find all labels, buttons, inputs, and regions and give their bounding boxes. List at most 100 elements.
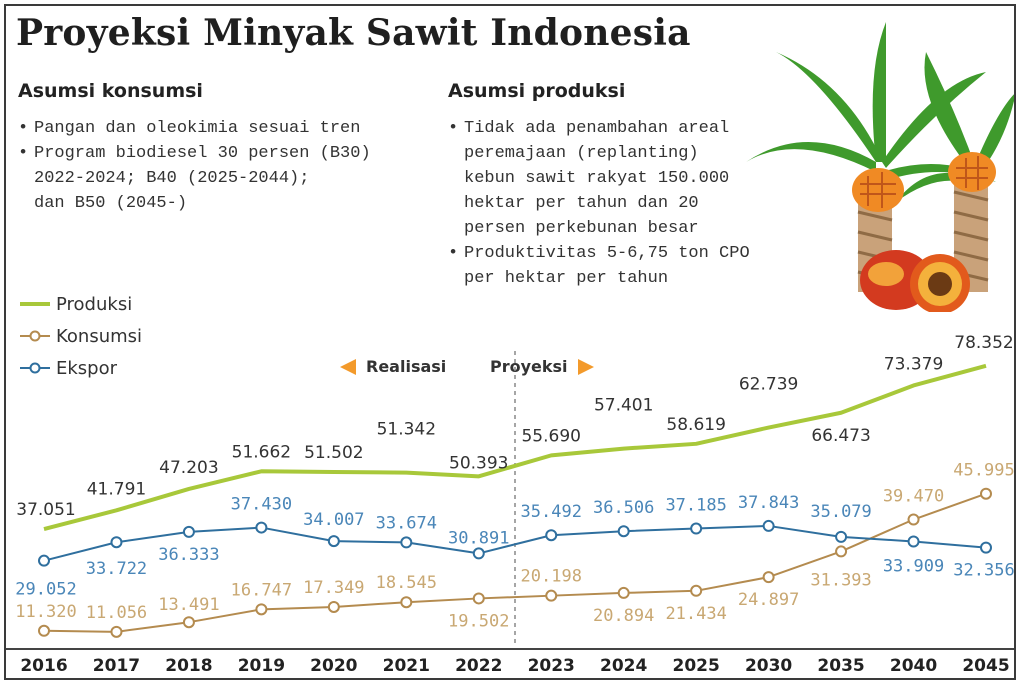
data-point-konsumsi	[38, 624, 50, 637]
legend-marker-konsumsi	[20, 330, 50, 342]
data-label-konsumsi: 17.349	[303, 578, 364, 598]
production-list: Tidak ada penambahan areal peremajaan (r…	[446, 116, 776, 291]
series-line-produksi	[43, 363, 987, 532]
arrow-right-icon	[577, 358, 594, 375]
data-point-ekspor	[327, 535, 340, 548]
x-tick-label: 2017	[93, 656, 140, 676]
data-label-ekspor: 32.356	[953, 561, 1014, 581]
data-label-ekspor: 36.506	[593, 498, 654, 518]
data-point-konsumsi	[617, 586, 630, 599]
series-line-konsumsi	[43, 492, 987, 633]
legend-marker-ekspor	[20, 362, 50, 374]
data-label-ekspor: 33.909	[883, 556, 944, 576]
data-label-konsumsi: 31.393	[810, 570, 871, 590]
x-tick-label: 2022	[455, 656, 502, 676]
x-tick-label: 2035	[817, 656, 864, 676]
infographic-frame: Proyeksi Minyak Sawit Indonesia Asumsi k…	[4, 4, 1016, 680]
consumption-list: Pangan dan oleokimia sesuai tren Program…	[16, 116, 436, 216]
realisasi-text: Realisasi	[366, 357, 447, 376]
data-label-ekspor: 33.722	[86, 559, 147, 579]
data-point-konsumsi	[907, 513, 920, 526]
data-label-produksi: 57.401	[594, 396, 653, 416]
data-point-konsumsi	[545, 589, 558, 602]
legend-line-produksi	[20, 302, 50, 306]
data-point-ekspor	[690, 522, 703, 535]
data-point-ekspor	[835, 530, 848, 543]
x-tick-label: 2040	[890, 656, 937, 676]
data-label-konsumsi: 20.894	[593, 606, 654, 626]
data-point-ekspor	[38, 554, 50, 567]
data-point-ekspor	[182, 525, 195, 538]
palm-tree-illustration	[746, 22, 1014, 312]
production-item-1: Tidak ada penambahan areal peremajaan (r…	[446, 116, 776, 241]
x-tick-label: 2045	[962, 656, 1009, 676]
data-label-produksi: 41.791	[87, 479, 146, 499]
x-tick-label: 2030	[745, 656, 792, 676]
consumption-item-1: Pangan dan oleokimia sesuai tren	[16, 116, 436, 141]
fruit-bunch-left	[852, 168, 904, 212]
proyeksi-text: Proyeksi	[490, 357, 568, 376]
data-label-produksi: 51.502	[304, 443, 363, 463]
data-point-konsumsi	[690, 584, 703, 597]
data-point-ekspor	[907, 535, 920, 548]
data-label-ekspor: 35.492	[521, 502, 582, 522]
x-tick-label: 2020	[310, 656, 357, 676]
line-chart: 2016 2017 2018 2019 2020 2021 2022 2023 2024 2025…	[6, 333, 1014, 676]
legend-item-ekspor: Ekspor	[20, 352, 142, 384]
data-label-produksi: 47.203	[159, 458, 218, 478]
data-point-ekspor	[472, 547, 485, 560]
data-label-produksi: 66.473	[811, 426, 870, 446]
data-label-ekspor: 36.333	[158, 545, 219, 565]
x-tick-label: 2019	[238, 656, 285, 676]
production-heading: Asumsi produksi	[448, 80, 626, 102]
data-label-konsumsi: 18.545	[376, 573, 437, 593]
data-label-konsumsi: 20.198	[521, 567, 582, 587]
data-point-ekspor	[400, 536, 413, 549]
legend-label-konsumsi: Konsumsi	[56, 325, 143, 347]
data-label-ekspor: 33.674	[376, 513, 437, 533]
data-point-konsumsi	[110, 625, 123, 638]
legend-label-ekspor: Ekspor	[56, 357, 118, 379]
data-label-produksi: 37.051	[16, 500, 75, 520]
consumption-item-2: Program biodiesel 30 persen (B30) 2022-2…	[16, 141, 436, 216]
x-tick-label: 2024	[600, 656, 647, 676]
consumption-heading: Asumsi konsumsi	[18, 80, 203, 102]
data-label-produksi: 55.690	[521, 426, 580, 446]
data-point-konsumsi	[182, 616, 195, 629]
data-label-konsumsi: 21.434	[665, 604, 726, 624]
x-tick-label: 2016	[20, 656, 67, 676]
data-point-ekspor	[762, 519, 775, 532]
data-label-konsumsi: 39.470	[883, 487, 944, 507]
x-tick-label: 2023	[528, 656, 575, 676]
data-label-ekspor: 34.007	[303, 510, 364, 530]
page-title: Proyeksi Minyak Sawit Indonesia	[16, 12, 691, 54]
data-point-ekspor	[110, 536, 123, 549]
palm-fronds	[746, 22, 1014, 202]
legend-label-produksi: Produksi	[56, 293, 133, 315]
data-point-ekspor	[617, 525, 630, 538]
series-line-ekspor	[43, 524, 987, 562]
data-label-konsumsi: 13.491	[158, 595, 219, 615]
data-label-produksi: 51.342	[377, 420, 436, 440]
data-label-produksi: 62.739	[739, 375, 798, 395]
data-point-konsumsi	[762, 571, 775, 584]
data-label-produksi: 73.379	[884, 354, 943, 374]
palm-fruit	[860, 250, 970, 312]
data-label-produksi: 58.619	[666, 415, 725, 435]
data-label-konsumsi: 11.056	[86, 603, 147, 623]
data-point-konsumsi	[255, 603, 268, 616]
data-label-produksi: 50.393	[449, 453, 508, 473]
data-label-produksi: 51.662	[232, 442, 291, 462]
x-tick-label: 2021	[383, 656, 430, 676]
legend-item-produksi: Produksi	[20, 288, 142, 320]
proyeksi-label: Proyeksi	[490, 357, 594, 376]
data-point-konsumsi	[472, 592, 485, 605]
fruit-bunch-right	[948, 152, 996, 192]
data-label-ekspor: 37.843	[738, 493, 799, 513]
arrow-left-icon	[340, 358, 356, 375]
data-label-konsumsi: 24.897	[738, 590, 799, 610]
production-item-2: Produktivitas 5-6,75 ton CPO per hektar …	[446, 241, 776, 291]
data-point-ekspor	[980, 541, 992, 554]
data-point-konsumsi	[400, 596, 413, 609]
data-point-ekspor	[545, 529, 558, 542]
